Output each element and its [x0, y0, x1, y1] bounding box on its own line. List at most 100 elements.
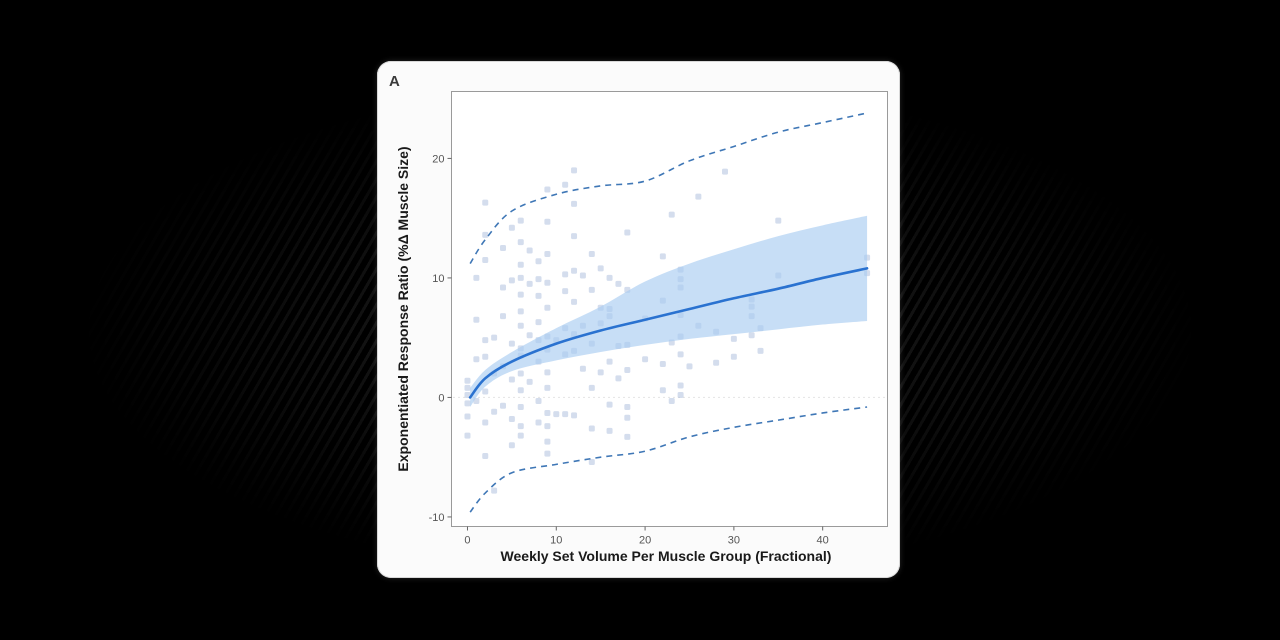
- data-point: [526, 247, 533, 254]
- data-point: [535, 319, 542, 326]
- x-tick-label: 20: [639, 535, 651, 547]
- data-point: [517, 322, 524, 329]
- y-tick-label: 20: [432, 153, 444, 165]
- data-point: [491, 487, 498, 494]
- x-tick-label: 10: [550, 535, 562, 547]
- data-point: [508, 376, 515, 383]
- data-point: [659, 387, 666, 394]
- data-point: [535, 276, 542, 283]
- data-point: [624, 229, 631, 236]
- data-point: [526, 280, 533, 287]
- data-point: [473, 274, 480, 281]
- data-point: [535, 419, 542, 426]
- prediction-interval-lower: [469, 406, 868, 513]
- data-point: [464, 377, 471, 384]
- data-point: [464, 384, 471, 391]
- data-point: [606, 427, 613, 434]
- data-point: [757, 347, 764, 354]
- data-point: [500, 245, 507, 252]
- data-point: [562, 411, 569, 418]
- confidence-band: [470, 215, 868, 407]
- data-point: [535, 398, 542, 405]
- data-point: [482, 257, 489, 264]
- data-point: [606, 358, 613, 365]
- data-point: [544, 251, 551, 258]
- data-point: [597, 369, 604, 376]
- y-axis-title: Exponentiated Response Ratio (%Δ Muscle …: [395, 146, 411, 471]
- data-point: [571, 267, 578, 274]
- data-point: [730, 353, 737, 360]
- data-point: [508, 224, 515, 231]
- data-point: [775, 217, 782, 224]
- fit-line: [468, 267, 869, 399]
- data-point: [553, 411, 560, 418]
- data-point: [588, 251, 595, 258]
- data-point: [464, 400, 471, 407]
- data-point: [713, 359, 720, 366]
- data-point: [508, 277, 515, 284]
- data-point: [588, 384, 595, 391]
- x-axis-title: Weekly Set Volume Per Muscle Group (Frac…: [501, 548, 832, 564]
- data-point: [526, 332, 533, 339]
- data-point: [668, 211, 675, 218]
- data-point: [517, 217, 524, 224]
- data-point: [491, 334, 498, 341]
- data-point: [517, 261, 524, 268]
- data-point: [624, 433, 631, 440]
- data-point: [571, 412, 578, 419]
- data-point: [482, 388, 489, 395]
- data-point: [730, 335, 737, 342]
- data-point: [668, 398, 675, 405]
- data-point: [544, 279, 551, 286]
- data-point: [544, 186, 551, 193]
- prediction-interval-upper: [469, 112, 868, 265]
- data-point: [659, 360, 666, 367]
- data-point: [491, 408, 498, 415]
- data-point: [562, 288, 569, 295]
- data-point: [517, 291, 524, 298]
- data-point: [597, 265, 604, 272]
- data-point: [579, 365, 586, 372]
- data-point: [500, 313, 507, 320]
- data-point: [482, 419, 489, 426]
- data-point: [579, 272, 586, 279]
- data-point: [473, 316, 480, 323]
- data-point: [624, 366, 631, 373]
- data-point: [482, 231, 489, 238]
- data-point: [535, 292, 542, 299]
- data-point: [517, 423, 524, 430]
- data-point: [544, 369, 551, 376]
- data-point: [571, 200, 578, 207]
- y-tick-label: 10: [432, 273, 444, 285]
- data-point: [473, 356, 480, 363]
- x-tick-label: 30: [728, 535, 740, 547]
- data-point: [517, 432, 524, 439]
- data-point: [544, 304, 551, 311]
- data-point: [659, 253, 666, 260]
- data-point: [508, 442, 515, 449]
- data-point: [526, 378, 533, 385]
- data-point: [748, 332, 755, 339]
- data-point: [588, 458, 595, 465]
- data-point: [517, 274, 524, 281]
- data-point: [544, 409, 551, 416]
- data-point: [508, 340, 515, 347]
- data-point: [464, 413, 471, 420]
- data-point: [517, 387, 524, 394]
- data-point: [544, 423, 551, 430]
- data-point: [695, 193, 702, 200]
- data-point: [606, 274, 613, 281]
- data-point: [615, 375, 622, 382]
- data-point: [500, 402, 507, 409]
- data-point: [517, 403, 524, 410]
- data-point: [482, 199, 489, 206]
- data-point: [571, 298, 578, 305]
- y-tick-label: 0: [438, 392, 444, 404]
- data-point: [535, 258, 542, 265]
- data-point: [544, 218, 551, 225]
- data-point: [721, 168, 728, 175]
- data-point: [677, 382, 684, 389]
- data-point: [517, 308, 524, 315]
- panel-label: A: [389, 73, 400, 90]
